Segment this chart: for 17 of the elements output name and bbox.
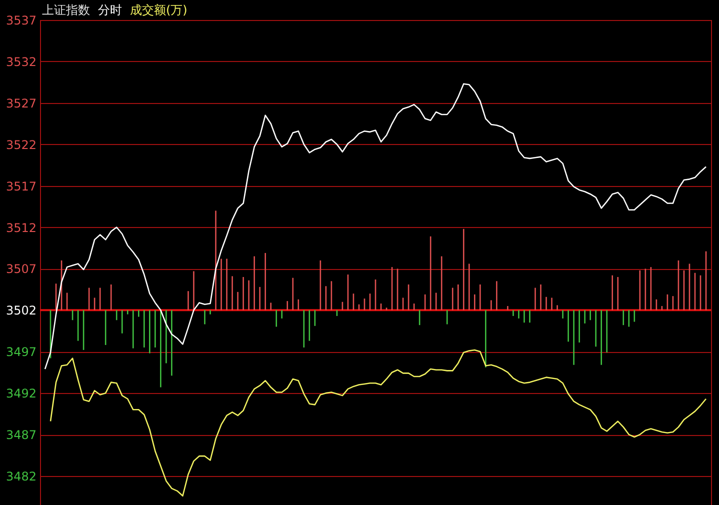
y-tick-label: 3527 — [6, 96, 36, 110]
y-tick-label: 3537 — [6, 14, 36, 28]
y-tick-label: 3517 — [6, 179, 36, 194]
chart-title: 上证指数 — [42, 3, 90, 17]
line-series — [50, 349, 707, 497]
y-tick-label: 3512 — [6, 220, 36, 235]
y-tick-label: 3497 — [6, 345, 36, 360]
y-tick-label: 3507 — [6, 262, 36, 276]
y-tick-label: 3492 — [6, 386, 36, 401]
text: 成交额(万) — [130, 3, 188, 17]
y-tick-label: 3482 — [6, 469, 36, 484]
y-tick-label: 3487 — [6, 428, 36, 442]
y-tick-label: 3522 — [6, 138, 36, 152]
y-tick-label: 3502 — [6, 304, 36, 318]
line-series — [44, 83, 707, 370]
y-tick-label: 3532 — [6, 54, 36, 69]
text: 分时 — [98, 3, 122, 17]
